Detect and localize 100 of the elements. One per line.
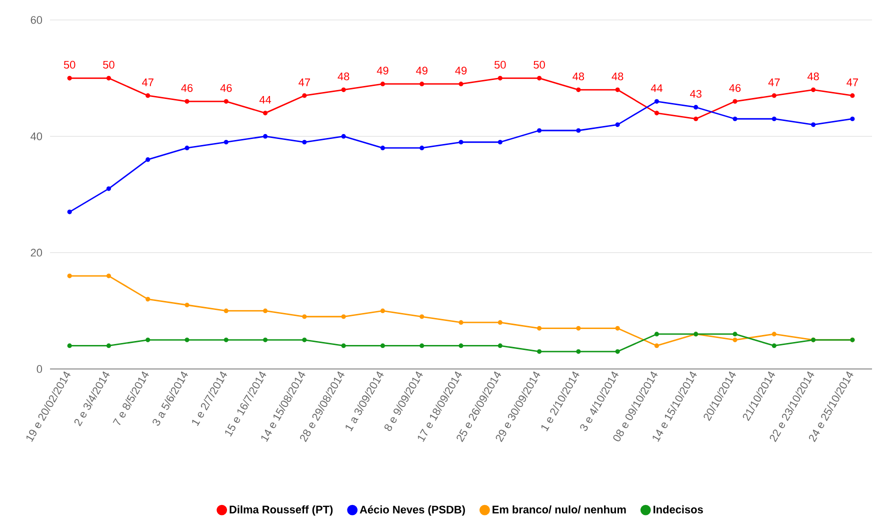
point	[498, 343, 502, 348]
point	[732, 332, 738, 336]
point	[498, 140, 502, 144]
point	[302, 93, 307, 98]
point	[810, 87, 816, 92]
point	[224, 308, 228, 314]
data-label: 46	[220, 84, 232, 92]
point	[146, 93, 150, 98]
point	[772, 93, 776, 98]
point	[380, 308, 386, 314]
y-tick-label: 40	[30, 132, 42, 140]
point	[106, 186, 112, 191]
point	[576, 87, 581, 92]
point	[772, 116, 776, 122]
point	[106, 343, 112, 348]
point	[615, 122, 620, 127]
point	[262, 338, 268, 342]
point	[341, 87, 346, 92]
point	[576, 349, 581, 354]
point	[106, 274, 112, 278]
point	[615, 326, 620, 331]
point	[184, 99, 190, 104]
data-label: 47	[298, 78, 310, 86]
point	[732, 116, 738, 122]
point	[106, 76, 112, 80]
data-label: 44	[259, 96, 272, 104]
point	[615, 87, 620, 92]
point	[576, 326, 581, 331]
point	[67, 76, 72, 80]
legend-label: Aécio Neves (PSDB)	[360, 505, 465, 516]
point	[420, 82, 424, 86]
point	[262, 110, 268, 116]
point	[262, 134, 268, 139]
point	[224, 338, 228, 342]
point	[850, 116, 855, 122]
data-label: 44	[650, 84, 662, 92]
point	[536, 76, 542, 80]
point	[380, 82, 386, 86]
point	[146, 296, 150, 302]
point	[420, 343, 424, 348]
point	[146, 157, 150, 162]
data-label: 50	[103, 60, 114, 69]
point	[341, 314, 346, 319]
point	[694, 104, 698, 110]
point	[302, 314, 307, 319]
point	[146, 338, 150, 342]
data-label: 50	[534, 60, 545, 69]
legend-label: Em branco/ nulo/ nenhum	[492, 505, 626, 514]
data-label: 43	[690, 90, 702, 98]
data-label: 47	[768, 78, 780, 86]
point	[694, 116, 698, 122]
y-tick-label: 60	[30, 16, 42, 24]
point	[732, 338, 738, 342]
point	[458, 320, 464, 325]
point	[772, 343, 776, 348]
point	[732, 99, 738, 104]
point	[458, 140, 464, 144]
point	[341, 343, 346, 348]
point	[458, 343, 464, 348]
point	[67, 343, 72, 348]
data-label: 47	[846, 78, 858, 86]
point	[420, 146, 424, 150]
data-label: 50	[64, 60, 76, 69]
data-label: 46	[729, 84, 741, 92]
point	[654, 332, 660, 336]
legend-label: Dilma Rousseff (PT)	[230, 505, 333, 516]
point	[576, 128, 581, 133]
data-label: 49	[416, 66, 428, 74]
point	[224, 99, 228, 104]
data-label: 48	[807, 72, 819, 80]
point	[772, 332, 776, 336]
legend-label: Indecisos	[654, 505, 703, 514]
point	[67, 274, 72, 278]
point	[850, 93, 855, 98]
point	[536, 128, 542, 133]
point	[615, 349, 620, 354]
data-label: 48	[572, 72, 584, 80]
data-label: 48	[612, 72, 624, 80]
point	[654, 110, 660, 116]
y-tick-label: 0	[36, 365, 42, 373]
point	[224, 140, 228, 144]
data-label: 47	[142, 78, 154, 86]
point	[184, 302, 190, 308]
point	[810, 122, 816, 127]
point	[380, 146, 386, 150]
point	[536, 326, 542, 331]
point	[536, 349, 542, 354]
point	[184, 338, 190, 342]
point	[498, 76, 502, 80]
point	[654, 343, 660, 348]
point	[458, 82, 464, 86]
point	[654, 99, 660, 104]
data-label: 48	[338, 72, 350, 80]
point	[184, 146, 190, 150]
point	[302, 338, 307, 342]
data-label: 50	[494, 60, 506, 69]
point	[498, 320, 502, 325]
point	[262, 308, 268, 314]
point	[420, 314, 424, 319]
y-tick-label: 20	[30, 248, 42, 257]
